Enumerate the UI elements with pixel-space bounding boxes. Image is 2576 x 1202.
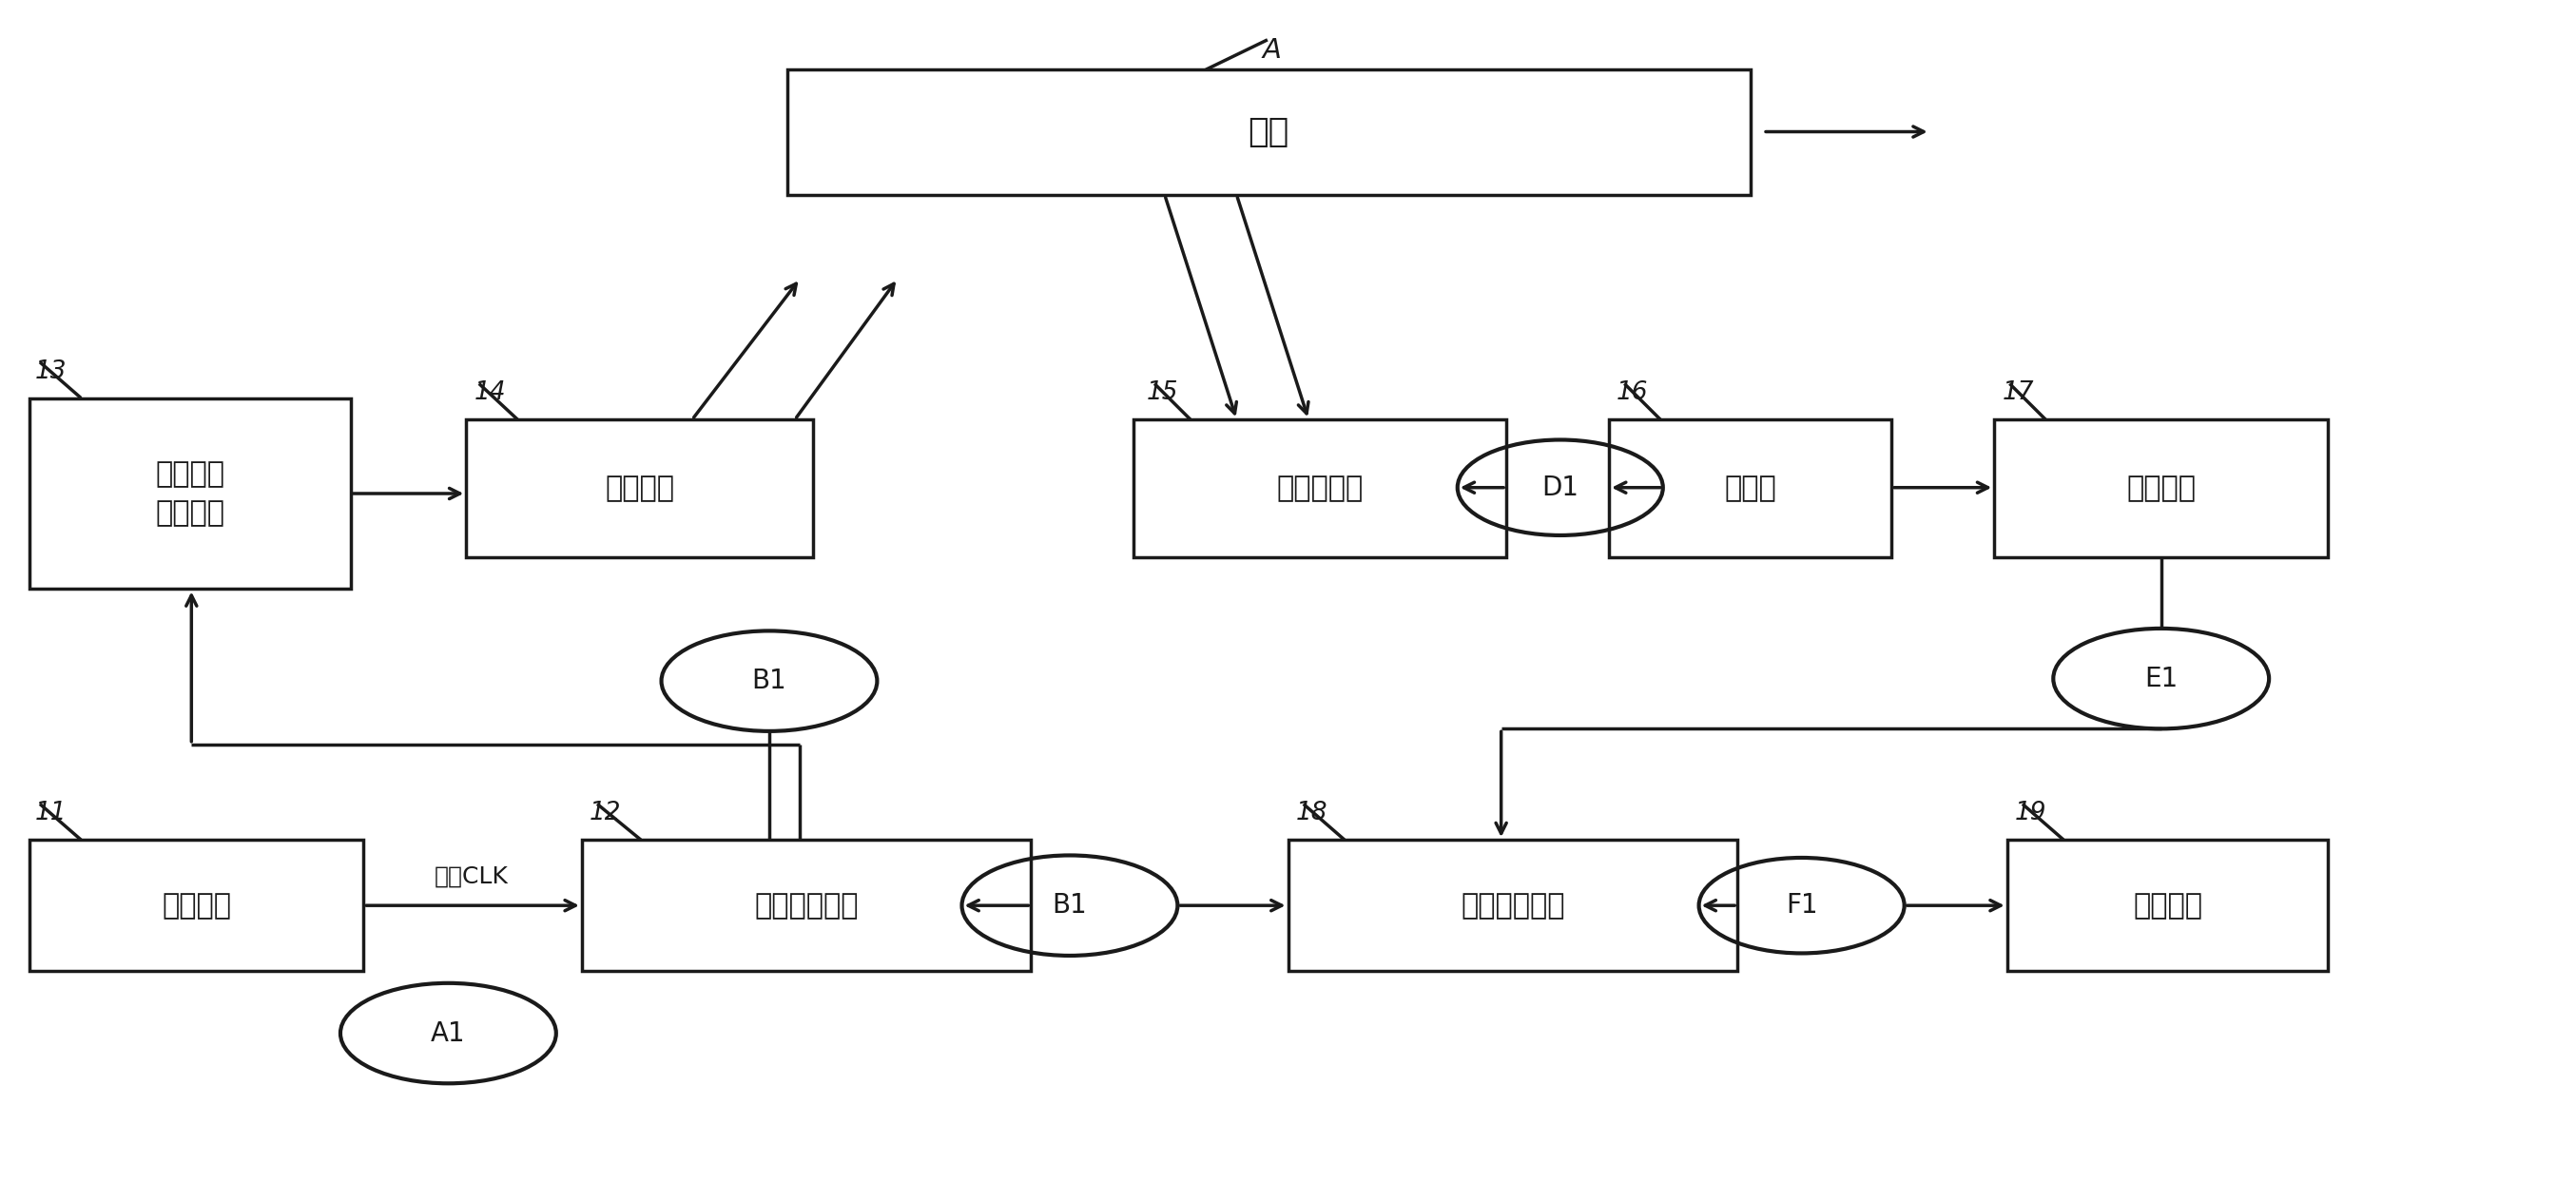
Text: 13: 13 xyxy=(36,359,67,385)
Bar xyxy=(582,840,1030,971)
Text: 11: 11 xyxy=(36,801,67,825)
Text: E1: E1 xyxy=(2143,665,2177,692)
Bar xyxy=(1133,419,1507,557)
Text: 19: 19 xyxy=(2014,801,2045,825)
Bar xyxy=(31,840,363,971)
Text: 判定电路: 判定电路 xyxy=(2125,475,2195,502)
Text: 光接收元件: 光接收元件 xyxy=(1278,475,1363,502)
Text: 14: 14 xyxy=(474,380,505,405)
Text: 发光元件: 发光元件 xyxy=(605,475,675,502)
Text: 18: 18 xyxy=(1296,801,1327,825)
Text: 信号处理电路: 信号处理电路 xyxy=(1461,892,1564,920)
Text: A: A xyxy=(1262,37,1280,64)
Text: F1: F1 xyxy=(1785,892,1819,918)
Text: D1: D1 xyxy=(1540,475,1579,501)
Bar xyxy=(1288,840,1736,971)
Text: 物体: 物体 xyxy=(1249,117,1291,149)
Text: B1: B1 xyxy=(752,667,786,695)
Bar xyxy=(788,70,1749,195)
Text: 16: 16 xyxy=(1618,380,1649,405)
Text: 放大器: 放大器 xyxy=(1723,475,1777,502)
Text: 15: 15 xyxy=(1146,380,1180,405)
Text: 同步定时电路: 同步定时电路 xyxy=(755,892,858,920)
Text: A1: A1 xyxy=(430,1020,466,1047)
Text: 振荡电路: 振荡电路 xyxy=(162,892,232,920)
Bar xyxy=(31,398,350,589)
Text: 17: 17 xyxy=(2002,380,2035,405)
Bar xyxy=(2007,840,2329,971)
Text: 基准CLK: 基准CLK xyxy=(435,864,507,887)
Bar xyxy=(1610,419,1891,557)
Text: 输出电路: 输出电路 xyxy=(2133,892,2202,920)
Bar xyxy=(466,419,814,557)
Bar xyxy=(1994,419,2329,557)
Text: 12: 12 xyxy=(590,801,621,825)
Text: 发光元件
驱动电路: 发光元件 驱动电路 xyxy=(155,460,224,526)
Text: B1: B1 xyxy=(1051,892,1087,918)
